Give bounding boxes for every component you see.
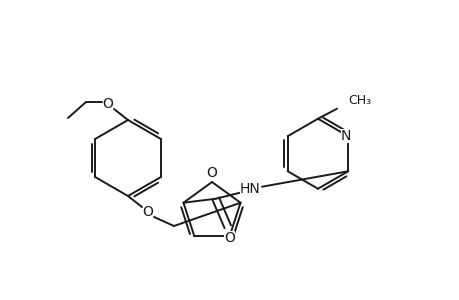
Text: O: O [142,205,153,219]
Text: O: O [102,97,113,111]
Text: HN: HN [239,182,260,196]
Text: O: O [224,231,235,245]
Text: O: O [206,166,217,180]
Text: CH₃: CH₃ [347,94,370,107]
Text: N: N [341,129,351,143]
